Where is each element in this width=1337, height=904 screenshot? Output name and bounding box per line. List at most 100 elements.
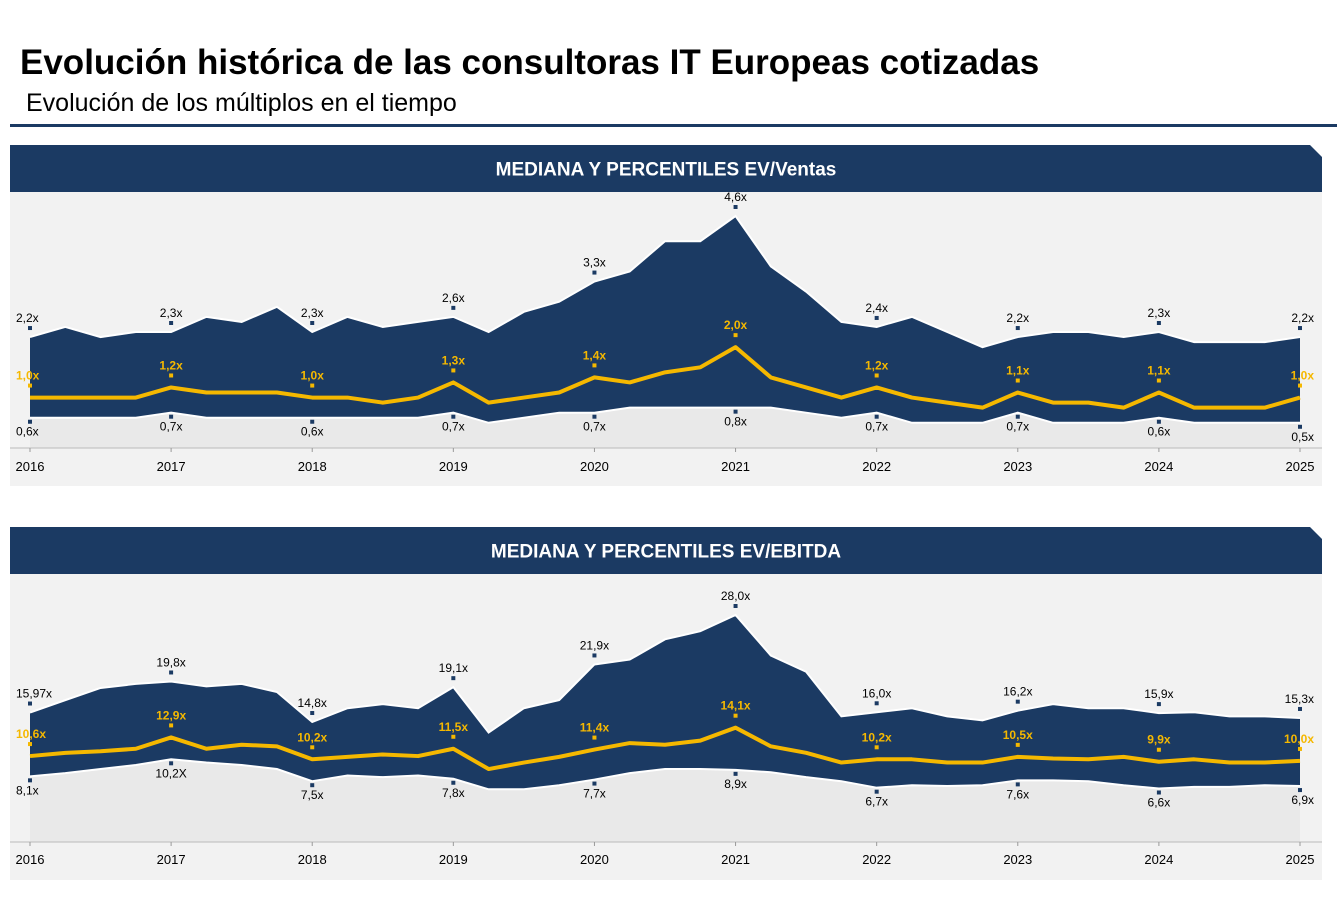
area-edge xyxy=(30,406,1300,424)
value-label: 1,2x xyxy=(865,358,889,372)
value-label: 1,1x xyxy=(1006,364,1030,378)
panel-header xyxy=(10,145,1322,192)
point-marker xyxy=(874,745,879,750)
point-marker xyxy=(874,701,879,706)
point-marker xyxy=(1156,378,1161,383)
value-label: 2,2x xyxy=(1006,311,1029,325)
title-rule xyxy=(10,124,1337,127)
x-tick-label: 2018 xyxy=(298,852,327,867)
point-marker xyxy=(1156,790,1161,795)
point-marker xyxy=(1156,321,1161,325)
value-label: 16,0x xyxy=(862,686,891,700)
point-marker xyxy=(1298,706,1302,711)
point-marker xyxy=(1015,742,1020,747)
point-marker xyxy=(1015,414,1020,419)
value-label: 2,3x xyxy=(301,306,324,320)
x-tick-label: 2017 xyxy=(157,852,186,867)
value-label: 10,2x xyxy=(862,730,892,744)
point-marker xyxy=(733,409,738,414)
value-label: 0,8x xyxy=(724,415,747,429)
point-marker xyxy=(733,771,738,776)
value-label: 0,7x xyxy=(865,420,888,434)
point-marker xyxy=(1015,326,1020,331)
value-label: 3,3x xyxy=(583,256,606,270)
point-marker xyxy=(592,735,597,740)
point-marker xyxy=(1156,419,1161,424)
point-marker xyxy=(169,321,174,325)
value-label: 2,2x xyxy=(1291,311,1314,325)
value-label: 1,0x xyxy=(16,369,40,383)
x-tick-label: 2019 xyxy=(439,459,468,474)
value-label: 2,2x xyxy=(16,311,39,325)
value-label: 10,2X xyxy=(155,766,186,780)
point-marker xyxy=(733,604,738,608)
value-label: 1,0x xyxy=(1291,369,1315,383)
value-label: 15,3x xyxy=(1285,692,1314,706)
value-label: 0,6x xyxy=(301,425,324,439)
point-marker xyxy=(451,414,456,419)
value-label: 0,7x xyxy=(442,420,465,434)
median-line xyxy=(29,725,1301,772)
value-label: 15,97x xyxy=(16,687,52,701)
point-marker xyxy=(169,414,174,419)
point-marker xyxy=(592,270,597,275)
value-label: 8,1x xyxy=(16,783,39,797)
value-label: 6,7x xyxy=(865,795,888,809)
value-label: 6,6x xyxy=(1148,795,1171,809)
point-marker xyxy=(1298,746,1302,751)
point-marker xyxy=(1298,424,1302,429)
area-edge xyxy=(29,758,1301,791)
point-marker xyxy=(28,326,32,331)
point-marker xyxy=(169,761,174,766)
point-marker xyxy=(451,305,456,310)
point-marker xyxy=(28,383,32,388)
panel-header xyxy=(10,527,1322,574)
point-marker xyxy=(169,723,174,728)
value-label: 11,5x xyxy=(439,720,469,734)
x-tick-label: 2017 xyxy=(157,459,186,474)
panel-title: MEDIANA Y PERCENTILES EV/EBITDA xyxy=(491,542,841,563)
point-marker xyxy=(310,419,315,424)
value-label: 0,7x xyxy=(160,420,183,434)
value-label: 19,1x xyxy=(439,661,468,675)
value-label: 10,6x xyxy=(16,727,46,741)
point-marker xyxy=(592,363,597,368)
value-label: 1,1x xyxy=(1147,364,1171,378)
point-marker xyxy=(310,745,315,750)
value-label: 10,5x xyxy=(1003,728,1033,742)
point-marker xyxy=(592,653,597,658)
x-tick-label: 2019 xyxy=(439,852,468,867)
x-tick-label: 2022 xyxy=(862,459,891,474)
page-title: Evolución histórica de las consultoras I… xyxy=(20,43,1039,82)
point-marker xyxy=(874,414,879,419)
point-marker xyxy=(733,205,738,209)
value-label: 10,2x xyxy=(297,730,327,744)
x-tick-label: 2020 xyxy=(580,852,609,867)
point-marker xyxy=(169,670,174,675)
x-tick-label: 2021 xyxy=(721,852,750,867)
point-marker xyxy=(310,783,315,788)
point-marker xyxy=(169,373,174,378)
point-marker xyxy=(592,781,597,786)
value-label: 1,0x xyxy=(301,369,325,383)
x-tick-label: 2024 xyxy=(1144,852,1173,867)
point-marker xyxy=(310,383,315,388)
value-label: 0,7x xyxy=(583,420,606,434)
area xyxy=(30,216,1300,448)
x-tick-label: 2025 xyxy=(1286,852,1315,867)
point-marker xyxy=(592,414,597,419)
x-tick-label: 2016 xyxy=(16,852,45,867)
point-marker xyxy=(1298,383,1302,388)
x-tick-label: 2023 xyxy=(1003,459,1032,474)
x-tick-label: 2018 xyxy=(298,459,327,474)
value-label: 8,9x xyxy=(724,777,747,791)
value-label: 7,6x xyxy=(1006,787,1029,801)
x-tick-label: 2024 xyxy=(1144,459,1173,474)
median-line xyxy=(30,345,1301,410)
point-marker xyxy=(874,373,879,378)
point-marker xyxy=(1015,699,1020,704)
value-label: 12,9x xyxy=(156,708,186,722)
value-label: 14,8x xyxy=(298,696,327,710)
